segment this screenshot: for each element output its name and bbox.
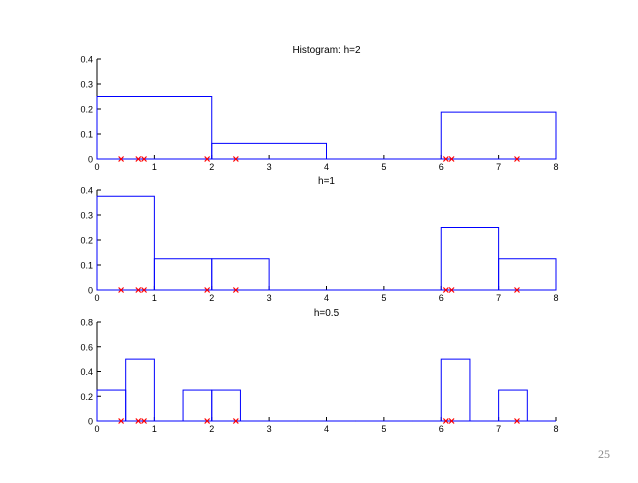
sample-point [141, 287, 147, 293]
histogram-panel-1: Histogram: h=2 0 0.1 0.2 0.3 0.4 0 1 2 3 4 5 6 7 8 [80, 45, 558, 172]
x-tick-label: 1 [152, 162, 157, 172]
sample-point [442, 287, 449, 293]
histogram-bar [182, 389, 213, 422]
y-tick-label: 0 [88, 155, 93, 165]
y-tick-label: 0.3 [80, 211, 93, 221]
x-tick-label: 2 [209, 424, 214, 434]
x-tick-label: 8 [553, 424, 558, 434]
sample-point [135, 156, 142, 162]
x-tick-label: 0 [94, 424, 99, 434]
sample-point [232, 287, 239, 293]
x-tick-label: 1 [152, 424, 157, 434]
sample-point [141, 156, 147, 162]
x-tick-label: 3 [267, 162, 272, 172]
x-tick-label: 0 [94, 162, 99, 172]
y-tick-label: 0.2 [80, 105, 93, 115]
sample-point [442, 156, 449, 162]
histogram-bar [498, 389, 528, 422]
histogram-bar [96, 96, 213, 160]
chart-title: Histogram: h=2 [292, 45, 361, 56]
y-tick-label: 0.1 [80, 130, 93, 140]
y-tick-label: 0.4 [80, 55, 93, 65]
sample-point [118, 287, 125, 293]
sample-point [118, 156, 125, 162]
chart-title: h=0.5 [314, 308, 340, 319]
x-tick-label: 7 [496, 424, 501, 434]
x-tick-label: 6 [439, 293, 444, 303]
x-tick-label: 2 [209, 293, 214, 303]
x-tick-label: 7 [496, 162, 501, 172]
x-tick-label: 8 [553, 162, 558, 172]
x-tick-label: 4 [324, 162, 329, 172]
sample-point [135, 418, 142, 424]
y-tick-label: 0 [88, 286, 93, 296]
sample-point [135, 287, 142, 293]
sample-point [118, 418, 125, 424]
sample-point [204, 287, 211, 293]
x-tick-label: 3 [267, 424, 272, 434]
histogram-panel-3: h=0.5 0 0.2 0.4 0.6 0.8 0 1 2 3 4 5 6 7 8 [80, 308, 558, 434]
sample-point [448, 418, 455, 424]
x-tick-label: 5 [381, 424, 386, 434]
sample-point [141, 418, 147, 424]
chart-title: h=1 [318, 176, 335, 187]
histogram-bar [498, 258, 557, 291]
histogram-bar [211, 142, 327, 160]
histogram-bar [440, 358, 471, 422]
sample-point [514, 418, 520, 424]
y-tick-label: 0 [88, 417, 93, 427]
histogram-bar [125, 358, 155, 422]
x-tick-label: 2 [209, 162, 214, 172]
y-tick-label: 0.2 [80, 392, 93, 402]
histogram-bar [211, 389, 241, 422]
x-tick-label: 7 [496, 293, 501, 303]
y-tick-label: 0.3 [80, 80, 93, 90]
sample-point [514, 287, 520, 293]
sample-point [204, 156, 211, 162]
sample-point [448, 156, 455, 162]
x-tick-label: 6 [439, 162, 444, 172]
x-tick-label: 3 [267, 293, 272, 303]
sample-point [232, 156, 239, 162]
x-tick-label: 4 [324, 424, 329, 434]
x-tick-label: 4 [324, 293, 329, 303]
x-tick-label: 0 [94, 293, 99, 303]
x-tick-label: 1 [152, 293, 157, 303]
y-tick-label: 0.6 [80, 342, 93, 352]
sample-point [232, 418, 239, 424]
slide-number: 25 [598, 447, 610, 461]
y-tick-label: 0.2 [80, 236, 93, 246]
histogram-bar [211, 258, 270, 291]
histogram-bar [440, 111, 557, 160]
histogram-bar [96, 389, 127, 422]
histogram-panel-2: h=1 0 0.1 0.2 0.3 0.4 0 1 2 3 4 5 6 7 8 [80, 176, 558, 303]
sample-point [204, 418, 211, 424]
sample-point [514, 156, 520, 162]
x-tick-label: 6 [439, 424, 444, 434]
histogram-bar [153, 258, 213, 291]
y-tick-label: 0.4 [80, 367, 93, 377]
histogram-bar [440, 227, 500, 291]
x-tick-label: 8 [553, 293, 558, 303]
x-tick-label: 5 [381, 293, 386, 303]
y-tick-label: 0.4 [80, 186, 93, 196]
y-tick-label: 0.8 [80, 318, 93, 328]
sample-point [442, 418, 449, 424]
sample-point [448, 287, 455, 293]
x-tick-label: 5 [381, 162, 386, 172]
histogram-bar [96, 195, 155, 291]
y-tick-label: 0.1 [80, 261, 93, 271]
